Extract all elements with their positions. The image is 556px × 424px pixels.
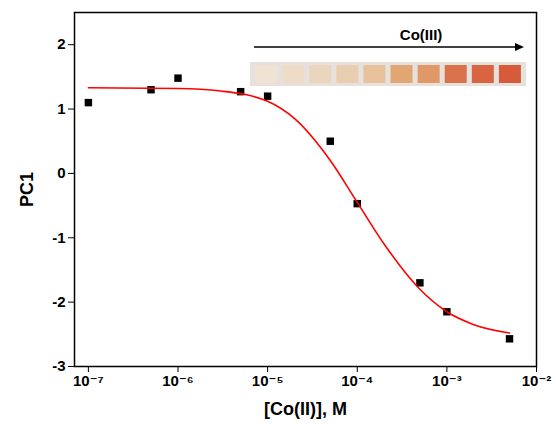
svg-text:Co(III): Co(III) (400, 26, 443, 43)
svg-text:10⁻⁶: 10⁻⁶ (162, 372, 194, 389)
svg-text:-1: -1 (52, 229, 65, 246)
svg-text:10⁻³: 10⁻³ (432, 372, 462, 389)
svg-text:10⁻⁴: 10⁻⁴ (341, 372, 373, 389)
svg-text:10⁻⁷: 10⁻⁷ (73, 372, 104, 389)
svg-text:-3: -3 (52, 357, 65, 374)
svg-text:2: 2 (57, 35, 65, 52)
svg-text:PC1: PC1 (17, 172, 37, 207)
svg-text:1: 1 (57, 100, 65, 117)
svg-text:10⁻²: 10⁻² (522, 372, 552, 389)
svg-text:[Co(II)], M: [Co(II)], M (264, 399, 347, 419)
svg-text:0: 0 (57, 164, 65, 181)
svg-text:-2: -2 (52, 293, 65, 310)
svg-text:10⁻⁵: 10⁻⁵ (252, 372, 284, 389)
